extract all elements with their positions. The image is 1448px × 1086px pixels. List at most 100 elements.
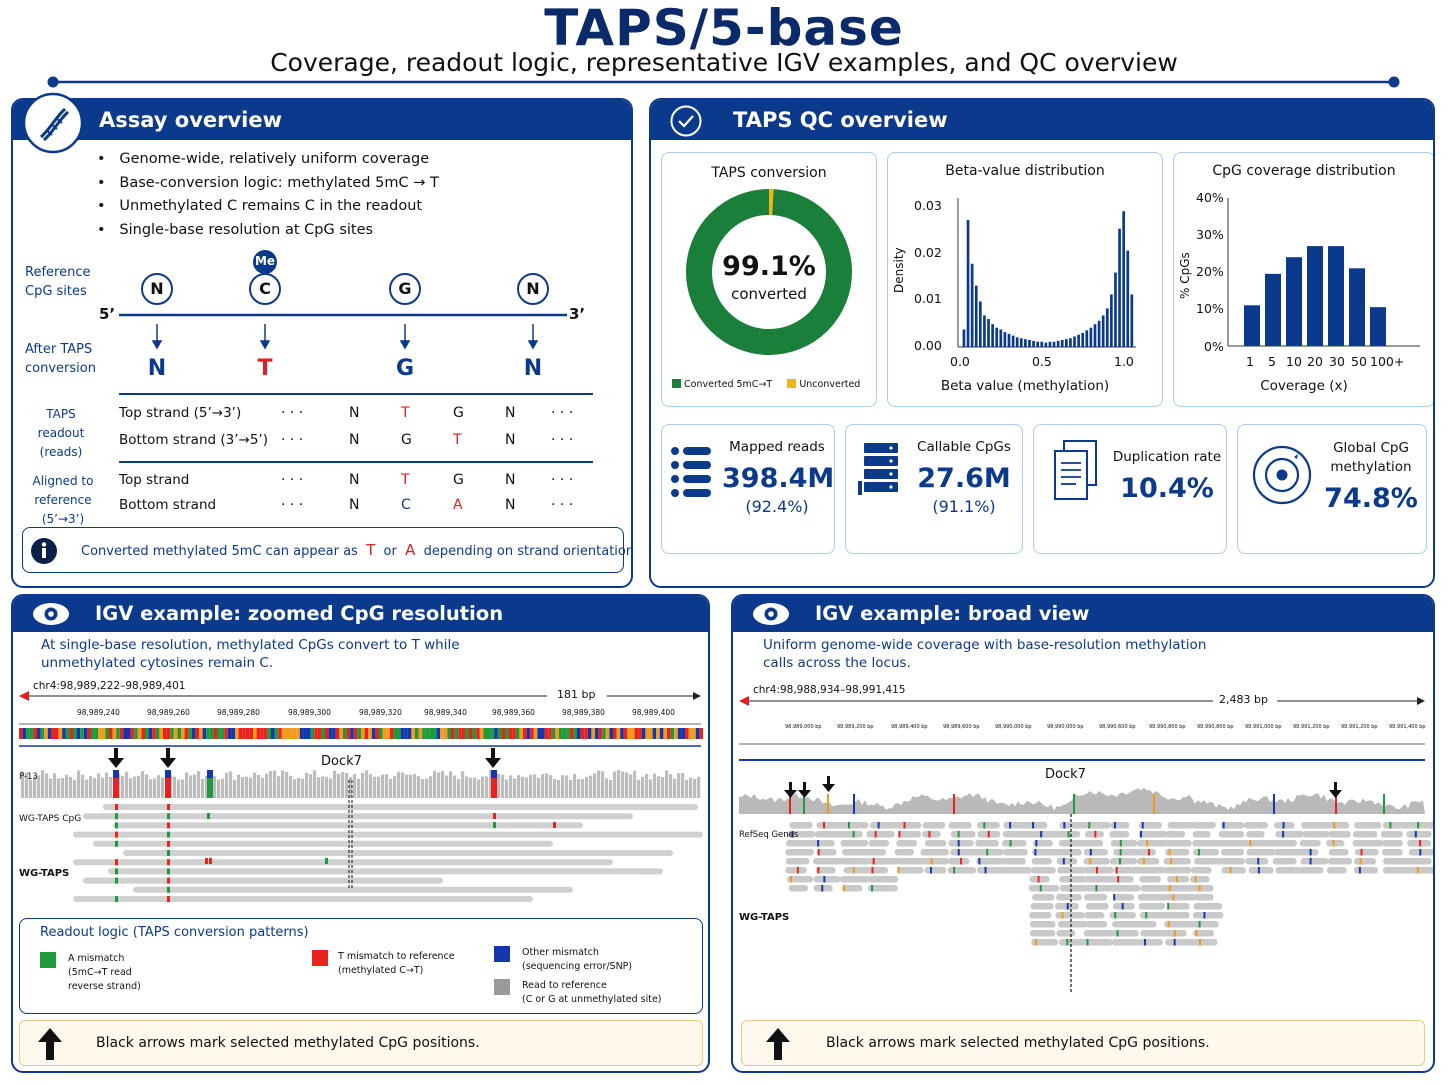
aligned-read	[1328, 858, 1353, 865]
aligned-read	[73, 831, 703, 838]
read-mismatch	[1359, 858, 1362, 865]
read-mismatch	[872, 858, 875, 865]
coverage-column	[669, 774, 673, 798]
igv-broad-locus: chr4:98,988,934–98,991,415	[753, 684, 906, 696]
aligned-read	[1032, 849, 1061, 856]
aligned-read	[867, 885, 898, 892]
aligned-read	[1406, 831, 1432, 838]
beta-bar	[1032, 340, 1035, 347]
readout-row-name: Top strand (5’→3’)	[119, 405, 242, 421]
aligned-read	[1406, 858, 1432, 865]
broad-note: Black arrows mark selected methylated Cp…	[741, 1020, 1425, 1066]
sequence-base	[469, 728, 473, 739]
sequence-base	[19, 728, 23, 739]
methyl-badge	[253, 250, 277, 274]
sequence-base	[109, 728, 113, 739]
coverage-column	[561, 775, 565, 798]
sequence-base	[206, 728, 210, 739]
read-mismatch	[1203, 912, 1206, 919]
sequence-base	[461, 728, 466, 739]
read-mismatch	[871, 867, 874, 874]
coverage-column	[417, 776, 421, 798]
broad-ruler: 98,989,000 bp 98,989,200 bp 98,989,400 b…	[737, 724, 1433, 734]
aligned-read	[816, 849, 837, 856]
coverage-column	[157, 775, 161, 798]
read-mismatch	[928, 831, 931, 838]
ruler-label: 98,989,300	[288, 708, 331, 717]
aligned-read	[1353, 867, 1379, 874]
aligned-read	[893, 822, 922, 829]
read-mismatch	[115, 859, 118, 866]
coverage-column	[217, 779, 221, 798]
sequence-base	[501, 728, 505, 739]
coverage-column	[533, 774, 537, 798]
aligned-read	[1272, 858, 1297, 865]
ruler-label: 98,989,240	[77, 708, 120, 717]
aligned-read	[920, 849, 949, 856]
ruler-label: 98,989,320	[359, 708, 402, 717]
sequence-base	[253, 728, 257, 739]
read-mismatch	[1249, 840, 1252, 847]
read-mismatch	[1089, 858, 1092, 865]
read-mismatch	[1113, 894, 1116, 901]
ruler-label: 98,991,000 bp	[1245, 724, 1282, 730]
coverage-column	[281, 770, 285, 798]
sequence-base	[346, 728, 351, 739]
coverage-column	[141, 771, 145, 798]
igv-broad-span: 2,483 bp	[1219, 693, 1268, 706]
eye-icon	[33, 603, 69, 625]
aligned-read	[1302, 831, 1330, 838]
sequence-base	[685, 728, 689, 739]
methylation-column	[491, 770, 497, 778]
beta-title: Beta-value distribution	[945, 163, 1105, 179]
read-mismatch	[984, 867, 987, 874]
sequence-base	[616, 728, 621, 739]
coverage-column	[265, 773, 269, 798]
read-mismatch	[1282, 822, 1285, 829]
coverage-xtick: 5	[1268, 354, 1276, 369]
methylation-call	[827, 794, 829, 814]
dots: · · ·	[281, 432, 304, 448]
aligned-read	[1299, 840, 1321, 847]
aligned-read	[1245, 858, 1269, 865]
coverage-column	[541, 774, 545, 798]
beta-xtick: 1.0	[1114, 354, 1134, 369]
coverage-column	[673, 778, 677, 798]
read-mismatch	[115, 868, 118, 875]
read-mismatch	[1358, 867, 1361, 874]
metric-title: Callable CpGs	[917, 439, 1011, 455]
aligned-read	[73, 896, 533, 902]
methylation-call	[789, 794, 791, 814]
sequence-base	[55, 728, 59, 739]
read-mismatch	[1113, 822, 1116, 829]
read-mismatch	[1145, 912, 1148, 919]
read-mismatch	[1199, 939, 1202, 946]
read-mismatch	[843, 885, 846, 892]
coverage-column	[53, 773, 57, 798]
coverage-column	[273, 770, 277, 798]
aligned-read	[785, 858, 810, 865]
sequence-base	[447, 728, 451, 739]
sequence-base	[271, 728, 275, 739]
aligned-read	[1032, 840, 1053, 847]
track-label: WG-TAPS	[739, 912, 790, 923]
ref-base: N	[150, 279, 164, 298]
coverage-column	[189, 775, 193, 798]
aligned-label: Aligned to reference (5’→3’)	[32, 474, 94, 526]
coverage-column	[477, 779, 481, 798]
aligned-read	[868, 840, 890, 847]
sequence-base	[667, 728, 671, 739]
sequence-base	[332, 728, 336, 739]
sequence-base	[170, 728, 174, 739]
read-mismatch	[898, 831, 901, 838]
sequence-base	[379, 728, 383, 739]
aligned-read	[1164, 894, 1197, 901]
aligned-read	[83, 813, 633, 820]
legend-swatch-blue	[494, 946, 510, 962]
aligned-read	[1139, 876, 1161, 883]
aligned-read	[976, 867, 1009, 874]
sequence-base	[274, 728, 279, 739]
aligned-read	[1163, 858, 1191, 865]
read-mismatch	[978, 858, 981, 865]
beta-bar	[1015, 337, 1019, 347]
